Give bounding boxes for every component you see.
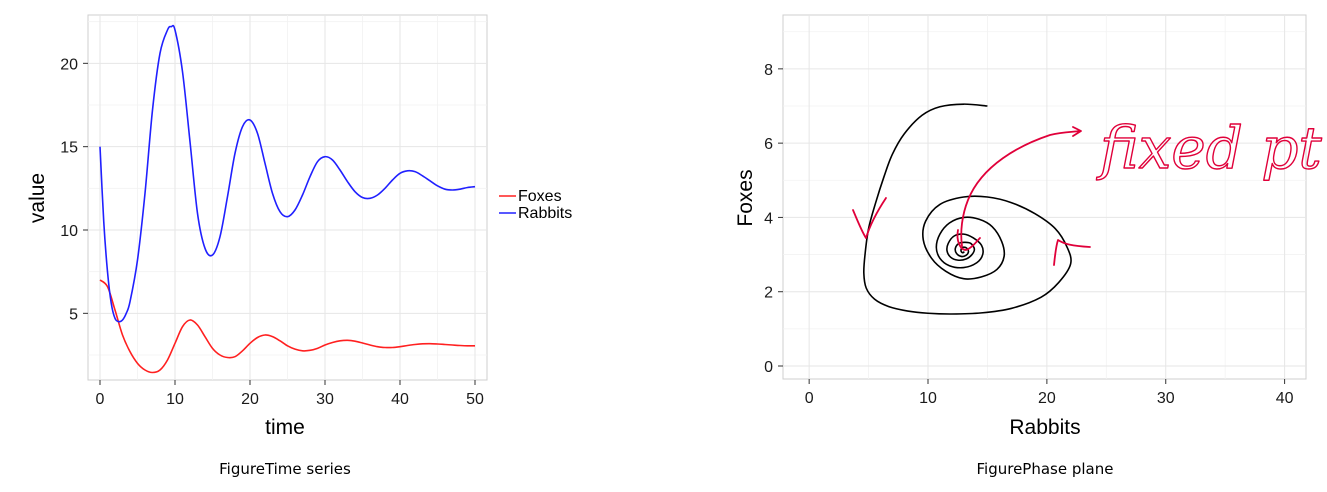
y-axis-ticks: 5 10 15 20 — [60, 56, 88, 323]
phase-plane-panel: 0 10 20 30 40 0 2 4 6 8 Rabbits Foxes fixed pt F… — [734, 14, 1323, 478]
trajectory-line — [862, 103, 1072, 315]
y-axis-title: value — [26, 173, 49, 223]
annotation-arrow — [960, 126, 1082, 247]
trajectory-series-line — [862, 103, 1072, 315]
y-axis-ticks: 0 2 4 6 8 — [764, 62, 783, 376]
x-tick-label: 40 — [391, 391, 409, 408]
annotation-text: fixed pt — [1096, 114, 1322, 182]
x-tick-label: 0 — [805, 390, 814, 407]
legend-label-foxes: Foxes — [518, 188, 562, 205]
legend-label-rabbits: Rabbits — [518, 205, 572, 222]
x-tick-label: 30 — [316, 391, 334, 408]
y-tick-label: 10 — [60, 223, 78, 240]
x-tick-label: 10 — [166, 391, 184, 408]
y-tick-label: 2 — [764, 285, 773, 302]
y-axis-title: Foxes — [734, 169, 757, 226]
x-axis-ticks: 0 10 20 30 40 — [805, 379, 1294, 407]
handwritten-annotations: fixed pt — [852, 113, 1323, 266]
x-axis-title: Rabbits — [1009, 416, 1080, 439]
rabbits-series-line — [99, 24, 476, 323]
annotation-center-mark — [956, 229, 981, 251]
x-tick-label: 40 — [1276, 390, 1294, 407]
x-tick-label: 20 — [1038, 390, 1056, 407]
y-tick-label: 8 — [764, 62, 773, 79]
figure-caption-time-series: FigureTime series — [219, 460, 351, 478]
x-tick-label: 10 — [919, 390, 937, 407]
gridlines — [783, 15, 1306, 379]
y-tick-label: 6 — [764, 136, 773, 153]
foxes-series-line — [99, 279, 476, 374]
y-tick-label: 0 — [764, 359, 773, 376]
x-tick-label: 30 — [1157, 390, 1175, 407]
series-lines — [99, 24, 476, 374]
plot-background — [782, 14, 1307, 380]
x-tick-label: 0 — [96, 391, 105, 408]
x-axis-title: time — [265, 416, 305, 439]
y-tick-label: 20 — [60, 56, 78, 73]
annotation-check-left — [852, 197, 887, 239]
x-axis-ticks: 0 10 20 30 40 50 — [96, 380, 484, 408]
y-tick-label: 5 — [69, 306, 78, 323]
gridlines — [88, 15, 487, 380]
figure-caption-phase-plane: FigurePhase plane — [977, 460, 1114, 478]
annotation-check-right — [1053, 239, 1091, 266]
y-tick-label: 4 — [764, 210, 773, 227]
y-tick-label: 15 — [60, 140, 78, 157]
x-tick-label: 20 — [241, 391, 259, 408]
time-series-panel: 0 10 20 30 40 50 5 10 15 20 time value FoxesRabb… — [26, 14, 572, 478]
x-tick-label: 50 — [466, 391, 484, 408]
